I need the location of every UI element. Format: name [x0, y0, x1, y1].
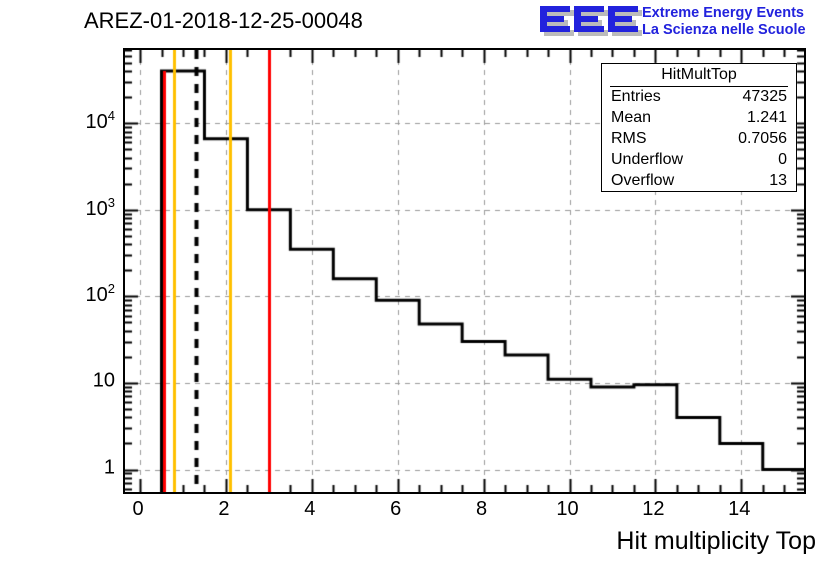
x-tick-label: 14 — [728, 498, 751, 520]
y-tick-label: 102 — [85, 281, 115, 307]
stats-row-key: Entries — [611, 88, 661, 105]
x-tick-label: 2 — [218, 498, 230, 520]
stats-row-key: Underflow — [611, 150, 684, 168]
stats-row: Entries 47325 — [602, 87, 796, 108]
x-axis-title: Hit multiplicity Top — [616, 527, 816, 555]
stats-row-value: 13 — [769, 171, 787, 189]
y-tick-label: 10 — [92, 369, 115, 392]
x-tick-label: 8 — [476, 498, 488, 520]
stats-row-key: RMS — [611, 129, 647, 147]
y-tick-label: 1 — [103, 456, 115, 479]
y-tick-label: 103 — [85, 194, 115, 220]
eee-logo-shadow — [544, 10, 642, 36]
eee-logo-mark — [540, 6, 642, 36]
stats-row: Mean 1.241 — [602, 108, 796, 129]
stats-row: RMS 0.7056 — [602, 129, 796, 150]
eee-logo: Extreme Energy Events La Scienza nelle S… — [534, 2, 834, 42]
x-tick-label: 0 — [132, 498, 144, 520]
stats-row-value: 0 — [778, 150, 787, 168]
stats-row-value: 1.241 — [746, 108, 787, 126]
stats-box: HitMultTop Entries 47325 Mean 1.241 RMS 0.705… — [601, 63, 797, 193]
stats-row-key: Mean — [611, 108, 652, 126]
x-tick-label: 4 — [304, 498, 316, 520]
stats-box-rows: Entries 47325 Mean 1.241 RMS 0.7056 Underflow 0… — [602, 87, 796, 191]
stats-row-value: 47325 — [742, 88, 788, 105]
eee-logo-letters — [540, 6, 638, 32]
stats-row-key: Overflow — [611, 171, 675, 189]
stats-box-title: HitMultTop — [610, 64, 788, 87]
x-tick-label: 10 — [556, 498, 579, 520]
stats-row: Underflow 0 — [602, 150, 796, 171]
x-tick-label: 12 — [642, 498, 665, 520]
logo-text-line2: La Scienza nelle Scuole — [642, 22, 806, 38]
logo-text-line1: Extreme Energy Events — [642, 5, 804, 21]
x-tick-label: 6 — [390, 498, 402, 520]
stats-row: Overflow 13 — [602, 171, 796, 192]
page-title: AREZ-01-2018-12-25-00048 — [84, 8, 363, 33]
stats-row-value: 0.7056 — [738, 129, 787, 147]
y-tick-label: 104 — [85, 108, 115, 133]
